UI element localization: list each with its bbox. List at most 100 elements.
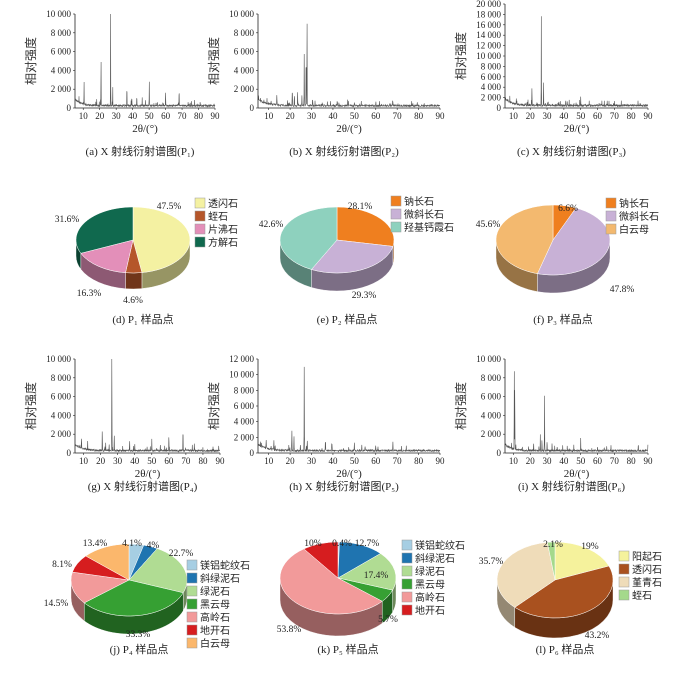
x-tick-label: 30 (307, 456, 317, 466)
legend-label: 斜绿泥石 (415, 552, 455, 565)
legend-swatch (605, 223, 617, 235)
legend-swatch (186, 598, 198, 610)
x-tick-label: 10 (264, 456, 274, 466)
slice-value-label: 28.1% (348, 202, 373, 212)
legend-swatch (186, 572, 198, 584)
y-tick-label: 6 000 (481, 72, 502, 82)
y-tick-label: 6 000 (234, 47, 255, 57)
legend-label: 镁铝蛇纹石 (200, 559, 250, 572)
legend-label: 透闪石 (632, 563, 662, 576)
x-tick-label: 50 (576, 456, 586, 466)
caption: (l) P₆ 样品点 (536, 642, 595, 656)
diffraction-trace (504, 371, 649, 453)
legend-swatch (618, 550, 630, 562)
legend-label: 高岭石 (415, 591, 445, 604)
y-tick-label: 4 000 (51, 410, 72, 420)
x-tick-label: 10 (509, 456, 519, 466)
caption: (b) X 射线衍射谱图(P₂) (289, 144, 399, 158)
x-tick-label: 20 (526, 111, 536, 121)
y-tick-label: 2 000 (481, 93, 502, 103)
slice-value-label: 22.7% (169, 549, 194, 559)
legend-label: 黑云母 (200, 599, 230, 611)
legend-label: 羟基钙霞石 (404, 221, 454, 234)
slice-value-label: 2.1% (543, 540, 563, 550)
x-tick-label: 30 (543, 456, 553, 466)
y-tick-label: 10 000 (229, 9, 254, 19)
x-tick-label: 90 (644, 111, 654, 121)
slice-value-label: 8.1% (52, 560, 72, 570)
x-tick-label: 70 (393, 456, 403, 466)
y-tick-label: 6 000 (51, 392, 72, 402)
caption: (i) X 射线衍射谱图(P₆) (518, 479, 625, 493)
x-tick-label: 20 (526, 456, 536, 466)
x-tick-label: 30 (112, 111, 122, 121)
pie-slice-6 (303, 541, 339, 579)
legend-label: 斜绿泥石 (200, 572, 240, 585)
x-tick-label: 40 (559, 456, 569, 466)
x-tick-label: 80 (414, 111, 424, 121)
y-tick-label: 10 000 (46, 354, 71, 364)
legend-swatch (390, 195, 402, 207)
slice-value-label: 53.8% (277, 625, 302, 635)
y-tick-label: 2 000 (481, 429, 502, 439)
y-tick-label: 12 000 (229, 354, 254, 364)
legend-swatch (401, 591, 413, 603)
x-tick-label: 30 (307, 111, 317, 121)
legend-label: 透闪石 (208, 197, 238, 210)
y-axis-label: 相对强度 (453, 32, 468, 80)
legend-swatch (390, 208, 402, 220)
x-axis-label: 2θ/(°) (564, 468, 590, 480)
x-tick-label: 70 (610, 111, 620, 121)
legend-swatch (618, 589, 630, 601)
slice-value-label: 29.3% (352, 291, 377, 301)
y-tick-label: 2 000 (51, 429, 72, 439)
x-tick-label: 40 (328, 111, 338, 121)
y-tick-label: 12 000 (476, 41, 501, 51)
x-axis-label: 2θ/(°) (336, 468, 362, 480)
y-tick-label: 2 000 (234, 432, 255, 442)
legend-swatch (401, 565, 413, 577)
slice-value-label: 6.6% (558, 204, 578, 214)
x-tick-label: 80 (198, 456, 208, 466)
pie-chart-j: 4.1% 4% 22.7% 33.3% 14.5% 8.1% 13.4% 镁铝蛇纹石斜绿泥石绿… (44, 539, 250, 656)
legend-label: 绿泥石 (415, 565, 445, 578)
y-tick-label: 20 000 (476, 0, 501, 9)
x-tick-label: 60 (593, 456, 603, 466)
xrd-chart-h: 0 2 000 4 000 6 000 8 000 10 000 12 000 10 20 30 4… (206, 354, 445, 493)
caption: (d) P₁ 样品点 (112, 312, 173, 326)
x-tick-label: 50 (350, 111, 360, 121)
legend-label: 蛭石 (208, 210, 228, 223)
y-axis-label: 相对强度 (206, 37, 221, 85)
caption: (a) X 射线衍射谱图(P₁) (86, 144, 195, 158)
x-tick-label: 10 (79, 456, 89, 466)
x-tick-label: 60 (593, 111, 603, 121)
x-tick-label: 20 (96, 456, 106, 466)
legend-label: 白云母 (619, 223, 649, 236)
slice-value-label: 43.2% (585, 631, 610, 641)
x-tick-label: 80 (627, 111, 637, 121)
x-tick-label: 40 (559, 111, 569, 121)
y-tick-label: 0 (250, 103, 255, 113)
x-tick-label: 20 (286, 111, 296, 121)
x-tick-label: 90 (216, 456, 226, 466)
y-tick-label: 0 (67, 448, 72, 458)
y-tick-label: 0 (250, 448, 255, 458)
slice-value-label: 17.4% (364, 571, 389, 581)
x-tick-label: 30 (543, 111, 553, 121)
y-tick-label: 10 000 (229, 370, 254, 380)
slice-value-label: 14.5% (44, 599, 69, 609)
legend-label: 黑云母 (415, 579, 445, 591)
legend-label: 白云母 (200, 637, 230, 650)
x-tick-label: 10 (79, 111, 89, 121)
x-tick-label: 90 (211, 111, 221, 121)
legend-swatch (186, 559, 198, 571)
slice-value-label: 4.6% (123, 296, 143, 306)
pie-slice-1 (132, 206, 191, 273)
x-tick-label: 10 (509, 111, 519, 121)
slice-value-label: 16.3% (77, 289, 102, 299)
diffraction-trace (257, 23, 441, 108)
pie-slice-5 (70, 571, 130, 604)
